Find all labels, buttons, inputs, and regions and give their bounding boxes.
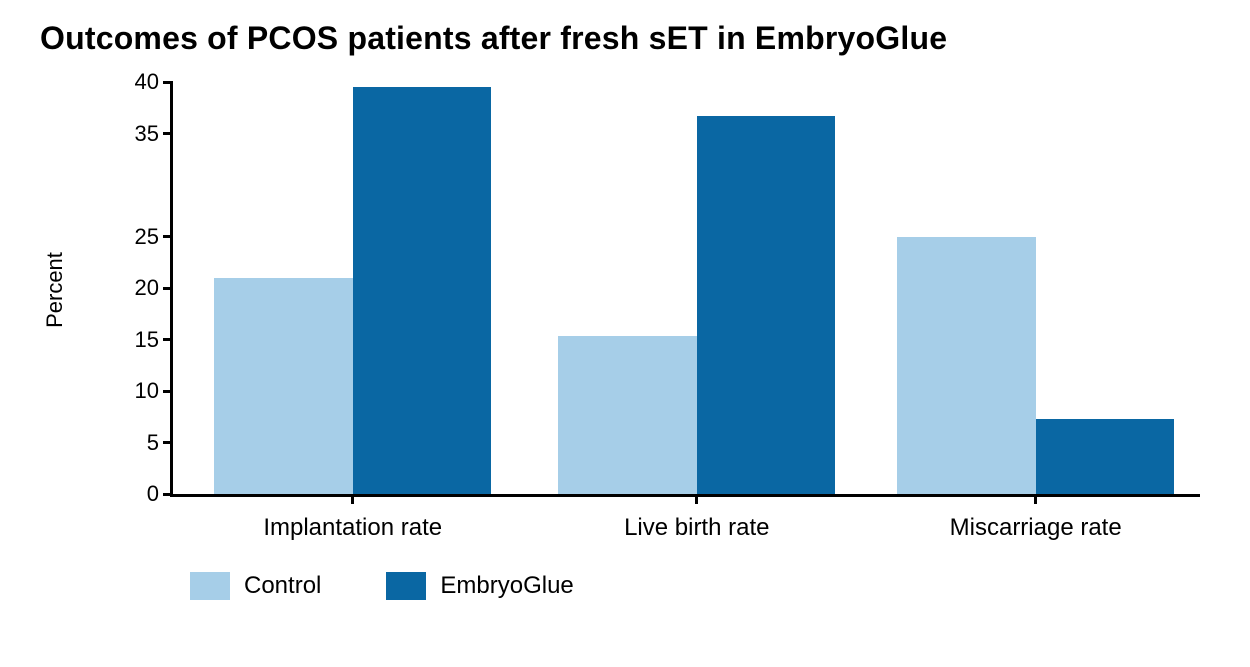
x-tick [695,494,698,504]
y-tick [163,493,173,496]
legend-label: EmbryoGlue [440,572,573,600]
bar [897,237,1036,495]
legend-item: Control [190,572,321,600]
legend-label: Control [244,572,321,600]
y-tick-label: 10 [135,378,159,404]
bar [353,87,492,494]
y-tick [163,441,173,444]
chart-container: Outcomes of PCOS patients after fresh sE… [40,20,1210,600]
y-tick [163,235,173,238]
y-tick [163,338,173,341]
category-label: Implantation rate [263,514,442,542]
plot-area: 05101520253540Implantation rateLive birt… [170,82,1200,497]
y-tick-label: 0 [147,481,159,507]
y-tick [163,390,173,393]
y-tick [163,287,173,290]
y-tick [163,132,173,135]
category-label: Miscarriage rate [950,514,1122,542]
y-axis-label: Percent [42,252,68,328]
category-label: Live birth rate [624,514,769,542]
y-tick [163,81,173,84]
y-tick-label: 5 [147,430,159,456]
legend-item: EmbryoGlue [386,572,573,600]
y-tick-label: 35 [135,121,159,147]
bar [214,278,353,494]
y-tick-label: 40 [135,69,159,95]
x-tick [1034,494,1037,504]
legend: Control EmbryoGlue [190,572,1210,600]
bar [697,116,836,494]
legend-swatch [386,572,426,600]
legend-swatch [190,572,230,600]
plot-frame: Percent 05101520253540Implantation rateL… [100,82,1210,497]
y-tick-label: 20 [135,275,159,301]
chart-title: Outcomes of PCOS patients after fresh sE… [40,20,1210,57]
bar [1036,419,1175,494]
y-tick-label: 25 [135,224,159,250]
bar [558,336,697,494]
x-tick [351,494,354,504]
y-tick-label: 15 [135,327,159,353]
